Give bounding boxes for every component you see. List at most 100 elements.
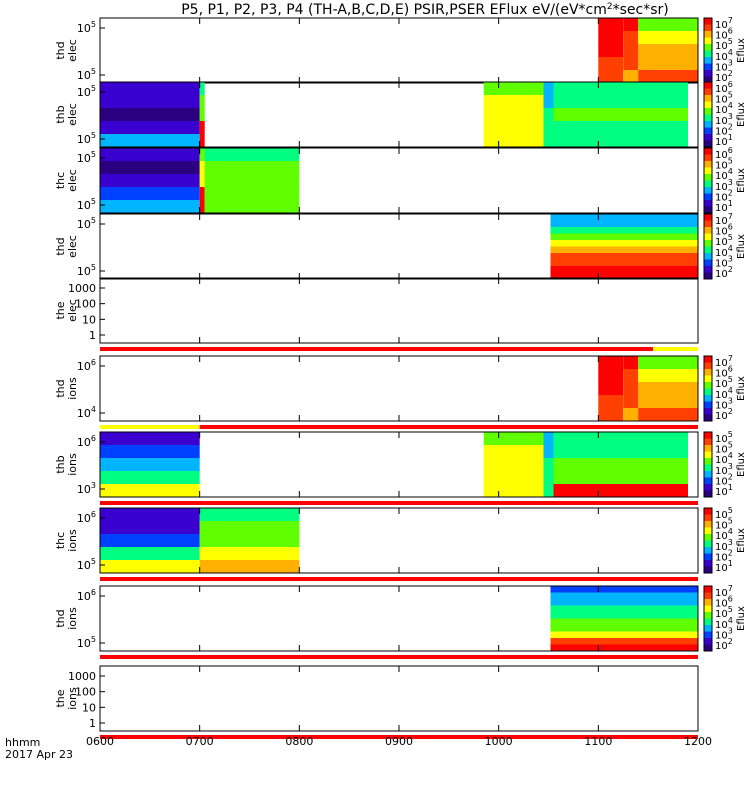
spectrogram-cell xyxy=(100,471,200,485)
spectrogram-cell xyxy=(550,214,698,221)
spectrogram-cell xyxy=(550,644,698,652)
colorbar-tick-label: 102 xyxy=(715,122,733,137)
spectrogram-cell xyxy=(100,432,200,446)
spectrogram-cell xyxy=(550,618,698,626)
colorbar-tick-label: 103 xyxy=(715,254,733,269)
colorbar-swatch xyxy=(704,408,712,415)
colorbar-swatch xyxy=(704,227,712,234)
colorbar-swatch xyxy=(704,401,712,409)
spectrogram-cell xyxy=(638,369,698,383)
spectrogram-cell xyxy=(483,471,544,485)
spectrogram-cell xyxy=(100,148,200,162)
y-axis-label: elec xyxy=(66,235,79,258)
spectrogram-cell xyxy=(199,174,205,188)
spectrogram-cell xyxy=(100,108,200,122)
spectrogram-cell xyxy=(204,200,300,214)
time-format-label: hhmm xyxy=(5,736,40,749)
colorbar-tick-label: 106 xyxy=(715,27,733,42)
spectrogram-cell xyxy=(623,44,639,58)
spectrogram-cell xyxy=(598,57,624,71)
spectrogram-cell xyxy=(638,18,698,32)
y-axis-label: elec xyxy=(66,39,79,62)
colorbar-tick-label: 106 xyxy=(715,80,733,95)
colorbar-tick-label: 103 xyxy=(715,626,733,641)
x-tick-label: 0700 xyxy=(186,735,214,748)
spectrogram-cell xyxy=(550,233,698,241)
y-tick-label: 1000 xyxy=(68,282,96,295)
spectrogram-cell xyxy=(483,445,544,459)
spectrogram-cell xyxy=(553,82,688,96)
colorbar-label: Eflux xyxy=(736,528,747,553)
spectrogram-cell xyxy=(543,108,554,122)
spectrogram-cell xyxy=(623,356,639,370)
spectrogram-cell xyxy=(204,161,300,175)
colorbar-swatch xyxy=(704,253,712,260)
spectrogram-cell xyxy=(543,458,554,472)
spectrogram-cell xyxy=(483,484,544,498)
y-axis-label: thd xyxy=(54,41,67,59)
colorbar-tick-label: 105 xyxy=(715,441,733,456)
spectrogram-cell xyxy=(199,534,300,548)
colorbar-frame xyxy=(703,81,713,148)
colorbar-swatch xyxy=(704,167,712,175)
y-axis-label: thb xyxy=(54,105,67,123)
x-tick-label: 0900 xyxy=(385,735,413,748)
spectrogram-cell xyxy=(598,356,624,370)
colorbar-swatch xyxy=(704,375,712,383)
y-axis-label: elec xyxy=(66,103,79,126)
colorbar-swatch xyxy=(704,414,712,422)
colorbar-swatch xyxy=(704,24,712,32)
y-tick-label: 1 xyxy=(89,329,96,342)
colorbar-tick-label: 103 xyxy=(715,178,733,193)
spectrogram-cell xyxy=(100,445,200,459)
spectrogram-cell xyxy=(638,31,698,45)
y-tick-label: 10 xyxy=(82,313,96,326)
spectrogram-cell xyxy=(550,592,698,600)
colorbar-swatch xyxy=(704,451,712,459)
y-axis-label: thd xyxy=(54,379,67,397)
spectrogram-cell xyxy=(598,44,624,58)
y-tick-label: 100 xyxy=(75,686,96,699)
colorbar-label: Eflux xyxy=(736,168,747,193)
spectrogram-cell xyxy=(199,200,205,214)
y-axis-label: ions xyxy=(66,453,79,476)
colorbar-swatch xyxy=(704,233,712,241)
colorbar-tick-label: 105 xyxy=(715,506,733,521)
panel-frame xyxy=(99,277,699,344)
colorbar-swatch xyxy=(704,586,712,593)
spectrogram-cell xyxy=(100,560,200,574)
colorbar-swatch xyxy=(704,88,712,96)
colorbar-swatch xyxy=(704,18,712,25)
x-axis: 0600 0700 0800 0900 1000 1100 1200 xyxy=(86,735,712,748)
spectrogram-cell xyxy=(638,44,698,58)
spectrogram-cell xyxy=(100,200,200,214)
spectrogram-cell xyxy=(483,458,544,472)
spectrogram-cell xyxy=(553,445,688,459)
spectrogram-cell xyxy=(199,108,205,122)
colorbar-frame xyxy=(703,585,713,652)
y-axis-label: ions xyxy=(66,377,79,400)
spectrogram-cell xyxy=(598,18,624,32)
spectrogram-cell xyxy=(100,458,200,472)
spectrogram-cell xyxy=(543,121,554,135)
colorbar-tick-label: 104 xyxy=(715,527,733,542)
colorbar-swatch xyxy=(704,458,712,465)
y-tick-label: 103 xyxy=(77,481,96,496)
colorbar-swatch xyxy=(704,180,712,188)
colorbar-swatch xyxy=(704,240,712,247)
spectrogram-cell xyxy=(638,395,698,409)
y-tick-label: 106 xyxy=(77,358,96,373)
status-bar xyxy=(100,655,698,659)
spectrogram-cell xyxy=(550,605,698,613)
colorbar-tick-label: 106 xyxy=(715,223,733,238)
colorbar-tick-label: 106 xyxy=(715,146,733,161)
spectrogram-cell xyxy=(623,18,639,32)
colorbar-swatch xyxy=(704,63,712,71)
colorbar-tick-label: 103 xyxy=(715,462,733,477)
spectrogram-cell xyxy=(623,382,639,396)
